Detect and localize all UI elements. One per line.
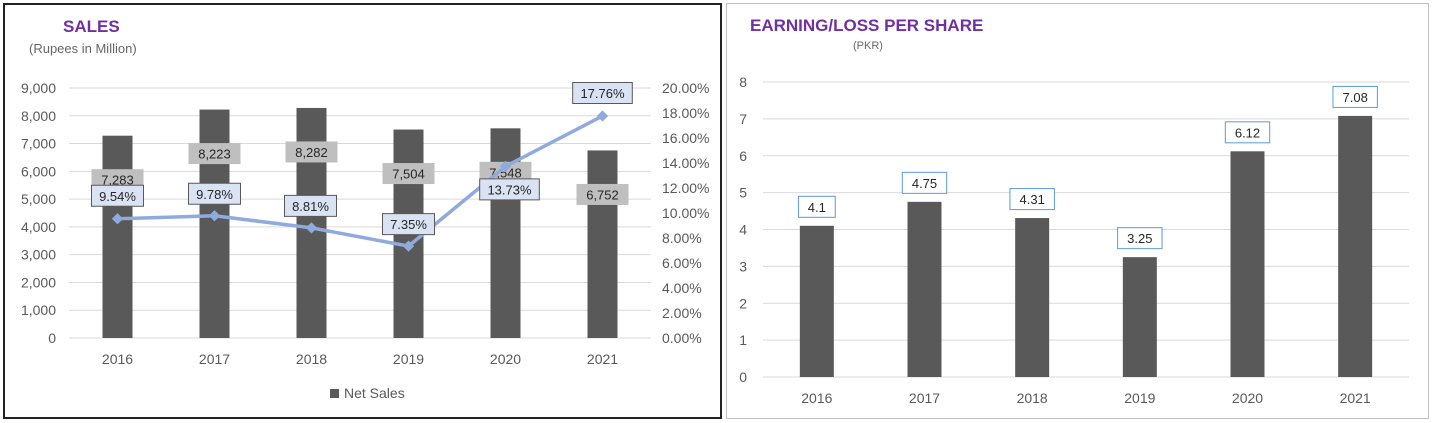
y2-tick-label: 20.00% — [662, 80, 709, 96]
bar-value-label-box — [1117, 227, 1163, 250]
bar-eps — [799, 225, 834, 377]
bar-value-label: 6.12 — [1235, 125, 1260, 140]
line-value-label-box — [572, 82, 633, 104]
y-tick-label: 0 — [739, 369, 747, 385]
bar-value-label: 4.75 — [912, 176, 937, 191]
bar-value-label-box — [1224, 121, 1271, 144]
eps-chart-panel: EARNING/LOSS PER SHARE (PKR) 0 1 2 3 4 5 6 7 8 20… — [726, 3, 1429, 419]
sales-chart-plot: 0 1,000 2,000 3,000 4,000 5,000 6,000 7,000 8,00… — [21, 80, 710, 401]
bar-value-label-box — [797, 195, 836, 218]
bar-value-label: 7.08 — [1343, 90, 1368, 105]
bar-value-label: 7,504 — [392, 167, 425, 182]
y-tick-label: 0 — [48, 330, 56, 346]
bar-value-label-box — [1332, 85, 1378, 108]
eps-chart-plot: 0 1 2 3 4 5 6 7 8 2016 2017 2018 2019 2020 2021 4.1 4.75… — [739, 74, 1409, 406]
x-tick-label: 2020 — [1232, 390, 1263, 406]
y-tick-label: 4,000 — [21, 219, 56, 235]
x-tick-label: 2016 — [102, 351, 133, 367]
line-point — [305, 222, 318, 234]
line-series — [117, 114, 604, 248]
legend-label: Net Sales — [344, 385, 405, 401]
y-tick-label: 6 — [739, 148, 747, 164]
bar-eps — [1338, 115, 1373, 378]
y-tick-label: 1,000 — [21, 302, 56, 318]
y-tick-label: 3,000 — [21, 247, 56, 263]
y-tick-label: 1 — [739, 332, 747, 348]
y2-tick-label: 4.00% — [662, 280, 702, 296]
bar-eps — [907, 201, 942, 377]
x-tick-label: 2017 — [199, 351, 230, 367]
eps-chart-subtitle: (PKR) — [853, 40, 883, 52]
y-tick-label: 8,000 — [21, 108, 56, 124]
line-point — [499, 160, 512, 173]
sales-chart-subtitle: (Rupees in Million) — [29, 41, 137, 56]
y-tick-label: 4 — [739, 222, 747, 238]
y-tick-label: 7 — [739, 111, 747, 127]
line-value-label-box — [91, 184, 144, 207]
bar-value-label: 7,283 — [101, 173, 134, 188]
y2-tick-label: 8.00% — [662, 230, 702, 246]
y-tick-label: 9,000 — [21, 80, 56, 96]
line-value-label: 8.81% — [292, 199, 329, 214]
y2-tick-label: 16.00% — [662, 130, 709, 146]
y-tick-label: 7,000 — [21, 136, 56, 152]
bar-eps — [1015, 218, 1050, 377]
y2-tick-label: 2.00% — [662, 305, 702, 321]
bar-value-label: 4.31 — [1020, 192, 1045, 207]
x-tick-label: 2018 — [296, 351, 327, 367]
line-value-label-box — [188, 182, 241, 205]
bar-eps — [1230, 151, 1265, 377]
x-tick-label: 2017 — [909, 390, 940, 406]
bar-value-label: 6,752 — [586, 187, 619, 202]
bar-value-label-box — [901, 171, 948, 194]
x-tick-label: 2019 — [1124, 390, 1155, 406]
y2-tick-label: 18.00% — [662, 105, 709, 121]
y-tick-label: 2,000 — [21, 274, 56, 290]
bar-value-label-box — [1009, 188, 1055, 211]
bar-value-label-box — [285, 141, 338, 163]
line-value-label-box — [284, 194, 337, 217]
bar-value-label-box — [382, 163, 435, 185]
x-tick-label: 2016 — [801, 390, 832, 406]
line-value-label-box — [479, 178, 540, 201]
y-tick-label: 5 — [739, 185, 747, 201]
line-value-label: 9.54% — [99, 189, 136, 204]
y2-tick-label: 12.00% — [662, 180, 709, 196]
y-tick-label: 3 — [739, 258, 747, 274]
line-point — [402, 240, 415, 252]
y-tick-label: 6,000 — [21, 163, 56, 179]
x-tick-label: 2020 — [490, 351, 521, 367]
bar-value-label: 8,282 — [295, 145, 328, 160]
y-tick-label: 2 — [739, 295, 747, 311]
line-value-label: 7.35% — [390, 217, 427, 232]
bar-value-label-box — [576, 183, 629, 205]
line-value-label: 13.73% — [487, 182, 532, 197]
line-point — [208, 210, 221, 222]
sales-chart-panel: SALES (Rupees in Million) 0 1,000 2,000 3,0… — [3, 3, 722, 419]
bar-net-sales — [102, 135, 133, 338]
y2-tick-label: 0.00% — [662, 330, 702, 346]
sales-chart-title: SALES — [63, 17, 120, 36]
y2-tick-label: 6.00% — [662, 255, 702, 271]
bar-eps — [1122, 257, 1157, 377]
line-value-label: 9.78% — [196, 187, 233, 202]
x-tick-label: 2021 — [1340, 390, 1371, 406]
bar-value-label: 3.25 — [1127, 231, 1152, 246]
y-tick-label: 5,000 — [21, 191, 56, 207]
y2-tick-label: 10.00% — [662, 205, 709, 221]
y-tick-label: 8 — [739, 74, 747, 90]
line-value-label: 17.76% — [580, 86, 625, 101]
x-tick-label: 2019 — [393, 351, 424, 367]
x-tick-label: 2021 — [587, 351, 618, 367]
eps-chart-title: EARNING/LOSS PER SHARE — [750, 16, 984, 35]
bar-net-sales — [587, 150, 618, 338]
bar-value-label: 8,223 — [198, 147, 231, 162]
bar-value-label: 4.1 — [808, 200, 826, 215]
x-tick-label: 2018 — [1017, 390, 1048, 406]
bar-value-label: 7,548 — [489, 165, 522, 180]
legend-swatch — [330, 389, 339, 398]
bar-value-label-box — [188, 143, 241, 165]
line-value-label-box — [382, 213, 435, 236]
y2-tick-label: 14.00% — [662, 155, 709, 171]
